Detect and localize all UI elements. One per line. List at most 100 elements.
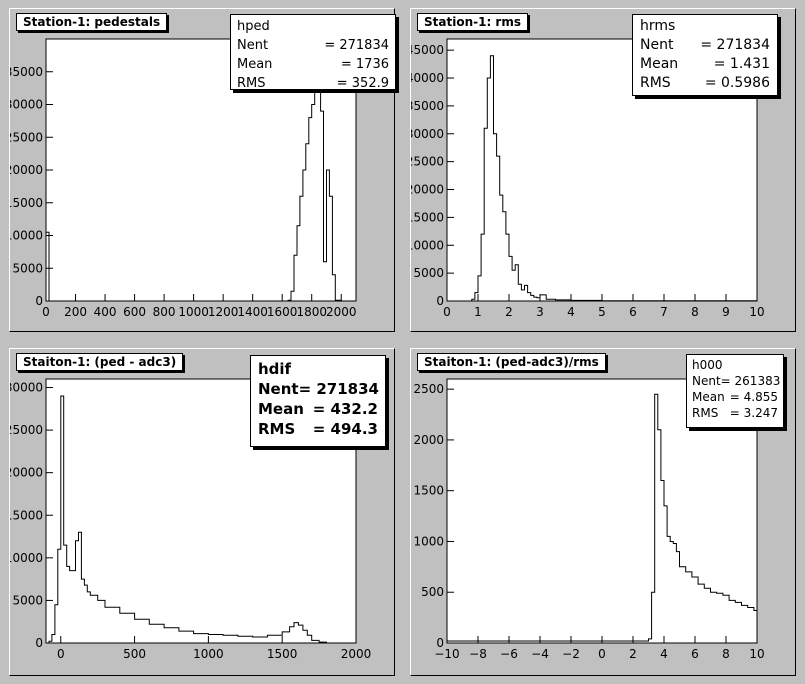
x-tick-label: 1000 <box>178 305 209 319</box>
y-tick-label: 1000 <box>413 534 444 548</box>
histogram-line <box>45 51 356 302</box>
x-tick-label: 8 <box>722 647 730 661</box>
stats-box: hrms Nent = 271834 Mean = 1.431 RMS = 0.598… <box>632 14 778 96</box>
x-tick-label: 10 <box>749 305 764 319</box>
y-tick-label: 40000 <box>411 71 444 85</box>
stats-label: Mean <box>692 390 725 404</box>
stats-row: RMS = 3.247 <box>692 405 778 421</box>
x-tick-label: 3 <box>536 305 544 319</box>
x-tick-label: 2000 <box>326 305 357 319</box>
stats-row: Nent = 271834 <box>640 36 770 55</box>
stats-label: Nent <box>692 374 721 388</box>
chart-title: Staiton-1: (ped - adc3) <box>16 353 184 371</box>
y-tick-label: 35000 <box>411 99 444 113</box>
x-tick-label: 5 <box>598 305 606 319</box>
y-tick-label: 35000 <box>10 65 43 79</box>
histogram-line <box>46 395 356 644</box>
x-tick-label: 2 <box>505 305 513 319</box>
x-tick-label: 600 <box>123 305 146 319</box>
stats-name: h000 <box>692 358 723 372</box>
stats-row: Mean = 1736 <box>237 55 389 74</box>
y-tick-label: 500 <box>421 585 444 599</box>
y-tick-label: 2000 <box>413 433 444 447</box>
stats-row: Mean = 432.2 <box>258 399 378 419</box>
stats-row: Mean = 4.855 <box>692 389 778 405</box>
x-tick-label: 200 <box>64 305 87 319</box>
y-tick-label: 30000 <box>10 381 43 395</box>
stats-row: RMS = 352.9 <box>237 74 389 93</box>
x-tick-label: 0 <box>42 305 50 319</box>
y-tick-label: 30000 <box>10 98 43 112</box>
x-tick-label: 4 <box>567 305 575 319</box>
stats-label: Nent <box>640 37 674 53</box>
x-tick-label: −4 <box>531 647 549 661</box>
stats-box: hdif Nent = 271834 Mean = 432.2 RMS = 494.3 <box>250 355 386 447</box>
y-tick-label: 30000 <box>411 127 444 141</box>
stats-value: = 3.247 <box>729 406 778 420</box>
stats-value: = 1736 <box>340 57 389 72</box>
y-tick-label: 0 <box>35 294 43 308</box>
pad-pedestals: 0 200 400 600 800 1000 1200 1400 1600 1800 2000 0 50… <box>9 8 396 332</box>
x-tick-label: 2 <box>629 647 637 661</box>
y-tick-label: 25000 <box>411 155 444 169</box>
stats-label: RMS <box>692 406 719 420</box>
stats-name: hped <box>237 19 270 34</box>
y-tick-label: 5000 <box>12 261 43 275</box>
x-tick-label: 6 <box>691 647 699 661</box>
y-tick-label: 5000 <box>413 266 444 280</box>
chart-title: Station-1: pedestals <box>16 13 168 31</box>
stats-label: Mean <box>237 57 273 72</box>
x-tick-label: 0 <box>443 305 451 319</box>
x-tick-label: −2 <box>562 647 580 661</box>
x-tick-label: 500 <box>123 647 146 661</box>
stats-row: Nent = 271834 <box>258 379 379 399</box>
x-tick-label: 7 <box>660 305 668 319</box>
stats-value: = 432.2 <box>312 400 378 418</box>
x-tick-label: 1600 <box>267 305 298 319</box>
x-tick-label: 10 <box>749 647 764 661</box>
stats-value: = 4.855 <box>729 390 778 404</box>
x-tick-label: 800 <box>153 305 176 319</box>
stats-label: Mean <box>640 56 679 72</box>
histogram-line <box>446 393 758 643</box>
stats-label: Nent <box>258 380 299 398</box>
stats-value: = 271834 <box>700 37 770 53</box>
y-tick-label: 10000 <box>10 551 43 565</box>
stats-row: Nent = 261383 <box>692 373 780 389</box>
x-tick-label: −6 <box>500 647 518 661</box>
y-tick-label: 1500 <box>413 484 444 498</box>
x-tick-label: 1200 <box>208 305 239 319</box>
stats-label: Nent <box>237 38 269 53</box>
y-tick-label: 45000 <box>411 43 444 57</box>
x-tick-label: 1800 <box>296 305 327 319</box>
stats-name: hrms <box>640 18 676 34</box>
stats-row: RMS = 0.5986 <box>640 74 770 93</box>
stats-label: Mean <box>258 400 304 418</box>
y-tick-label: 15000 <box>411 210 444 224</box>
stats-box: h000 Nent = 261383 Mean = 4.855 RMS = 3.247 <box>686 354 784 428</box>
chart-title: Staiton-1: (ped-adc3)/rms <box>417 353 606 371</box>
stats-label: RMS <box>640 75 671 91</box>
stats-row: RMS = 494.3 <box>258 419 378 439</box>
x-tick-label: −8 <box>469 647 487 661</box>
x-tick-label: 6 <box>629 305 637 319</box>
stats-row: Mean = 1.431 <box>640 55 770 74</box>
y-tick-label: 25000 <box>10 130 43 144</box>
pad-ped-adc3: 0500100015002000050001000015000200002500… <box>9 348 395 676</box>
x-tick-label: 1 <box>474 305 482 319</box>
stats-row: Nent = 271834 <box>237 36 389 55</box>
y-tick-label: 25000 <box>10 423 43 437</box>
stats-value: = 271834 <box>298 380 379 398</box>
x-tick-label: 0 <box>598 647 606 661</box>
x-tick-label: 8 <box>691 305 699 319</box>
y-tick-label: 0 <box>35 636 43 650</box>
x-tick-label: 4 <box>660 647 668 661</box>
stats-box: hped Nent = 271834 Mean = 1736 RMS = 352.9 <box>230 14 396 93</box>
x-tick-label: 1500 <box>267 647 298 661</box>
stats-label: RMS <box>237 76 266 91</box>
x-tick-label: 400 <box>94 305 117 319</box>
chart-title: Station-1: rms <box>417 13 528 31</box>
